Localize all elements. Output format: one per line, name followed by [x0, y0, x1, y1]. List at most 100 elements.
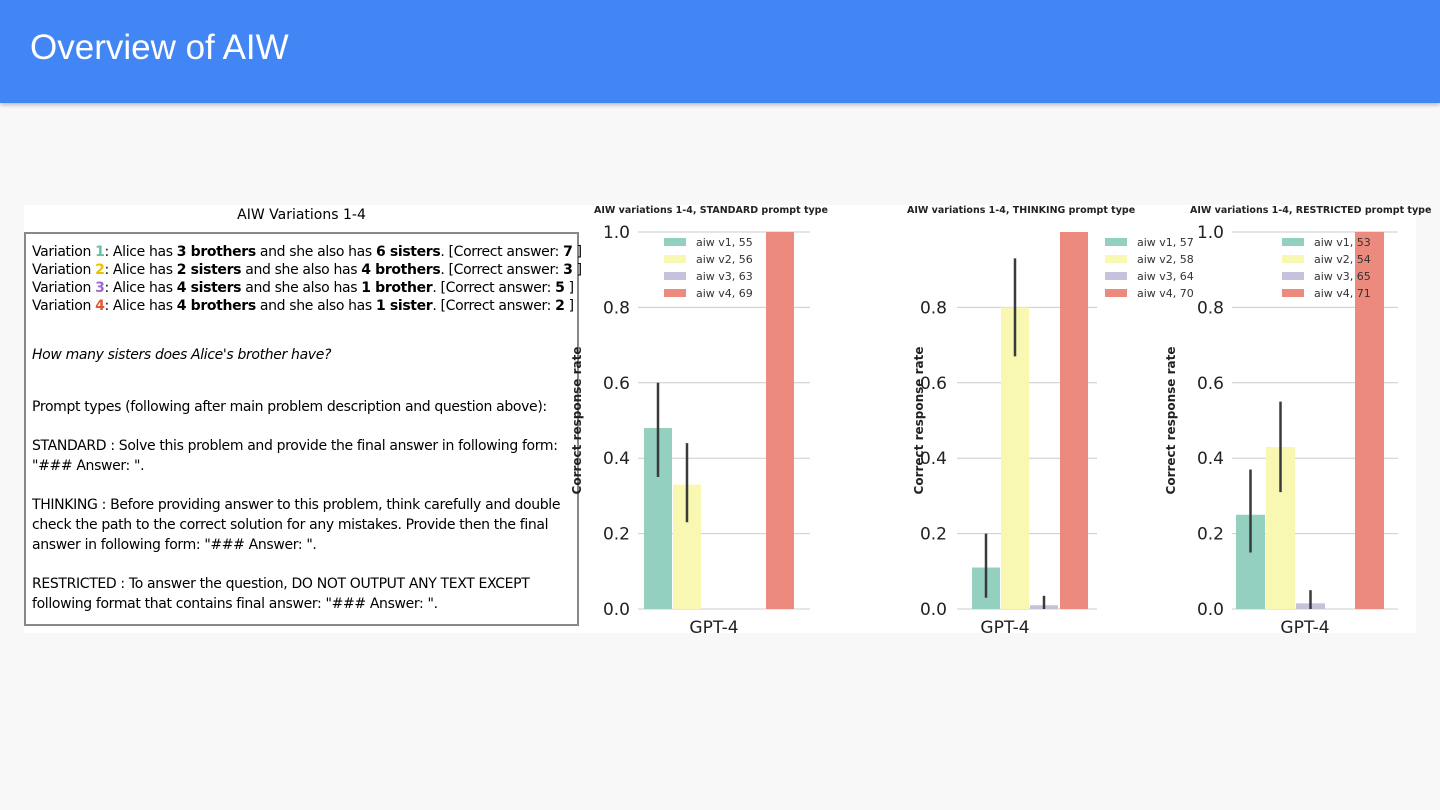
legend-swatch	[1282, 289, 1304, 297]
y-tick-label: 0.0	[920, 600, 947, 620]
variation-text: . [Correct answer:	[432, 280, 556, 296]
legend-label: aiw v3, 64	[1137, 270, 1194, 283]
legend-swatch	[1282, 272, 1304, 280]
y-tick-label: 0.2	[920, 525, 947, 545]
variation-text: : Alice has	[104, 244, 177, 260]
chart-title: AIW variations 1-4, STANDARD prompt type	[594, 205, 828, 216]
legend-swatch	[1105, 255, 1127, 263]
text-panel-title: AIW Variations 1-4	[237, 207, 366, 223]
slide-header: Overview of AIW	[0, 0, 1440, 103]
legend-swatch	[1105, 272, 1127, 280]
variation-count-b: 6 sisters	[375, 244, 441, 260]
variation-answer: 3	[563, 262, 573, 278]
y-tick-label: 0.0	[603, 600, 630, 620]
variation-line: Variation 3: Alice has 4 sisters and she…	[32, 280, 574, 296]
x-axis-label: GPT-4	[1280, 618, 1329, 638]
chart-thinking: AIW variations 1-4, THINKING prompt type…	[907, 205, 1194, 638]
variation-answer: 2	[555, 298, 565, 314]
variation-text: and she also has	[255, 298, 376, 314]
y-axis-label: Correct response rate	[1164, 347, 1178, 495]
legend-label: aiw v3, 65	[1314, 270, 1371, 283]
variation-text: : Alice has	[104, 280, 177, 296]
legend-label: aiw v2, 56	[696, 253, 753, 266]
variation-text: and she also has	[255, 244, 376, 260]
variation-count-a: 2 sisters	[176, 262, 242, 278]
variation-prefix: Variation	[32, 244, 96, 260]
chart-title: AIW variations 1-4, THINKING prompt type	[907, 205, 1135, 216]
y-tick-label: 0.2	[1197, 525, 1224, 545]
y-tick-label: 1.0	[1197, 223, 1224, 243]
legend-swatch	[1282, 238, 1304, 246]
figure: AIW Variations 1-4 Variation 1: Alice ha…	[24, 205, 1431, 638]
prompt-standard: STANDARD : Solve this problem and provid…	[32, 438, 558, 474]
slide-title: Overview of AIW	[30, 28, 289, 67]
variation-answer: 5	[555, 280, 565, 296]
variation-number: 3	[95, 280, 105, 296]
y-tick-label: 0.2	[603, 525, 630, 545]
variation-prefix: Variation	[32, 298, 96, 314]
variation-prefix: Variation	[32, 280, 96, 296]
variation-text: and she also has	[241, 280, 362, 296]
y-tick-label: 0.6	[603, 374, 630, 394]
variation-text: : Alice has	[104, 298, 177, 314]
variation-text: ]	[564, 280, 574, 296]
prompt-restricted: RESTRICTED : To answer the question, DO …	[32, 576, 530, 612]
legend-label: aiw v1, 55	[696, 236, 753, 249]
chart-title: AIW variations 1-4, RESTRICTED prompt ty…	[1190, 205, 1431, 216]
y-tick-label: 0.6	[1197, 374, 1224, 394]
variation-text: : Alice has	[104, 262, 177, 278]
y-tick-label: 0.4	[1197, 449, 1224, 469]
y-tick-label: 1.0	[603, 223, 630, 243]
variation-text: ]	[572, 244, 582, 260]
variation-line: Variation 1: Alice has 3 brothers and sh…	[32, 244, 582, 260]
variation-number: 4	[95, 298, 105, 314]
variation-count-b: 1 sister	[375, 298, 433, 314]
y-tick-label: 0.8	[1197, 298, 1224, 318]
y-tick-label: 0.8	[920, 298, 947, 318]
variation-answer: 7	[563, 244, 573, 260]
variation-text: . [Correct answer:	[440, 244, 564, 260]
x-axis-label: GPT-4	[980, 618, 1029, 638]
variation-count-b: 4 brothers	[361, 262, 441, 278]
variation-line: Variation 2: Alice has 2 sisters and she…	[32, 262, 582, 278]
legend-swatch	[664, 238, 686, 246]
legend-swatch	[664, 255, 686, 263]
variation-text: . [Correct answer:	[440, 262, 564, 278]
legend-swatch	[664, 289, 686, 297]
variation-count-a: 4 brothers	[176, 298, 256, 314]
variation-text: ]	[572, 262, 582, 278]
legend-label: aiw v1, 57	[1137, 236, 1194, 249]
prompt-types-heading: Prompt types (following after main probl…	[32, 399, 547, 415]
bar-4	[766, 232, 794, 609]
variation-text: ]	[564, 298, 574, 314]
y-tick-label: 0.6	[920, 374, 947, 394]
y-tick-label: 0.8	[603, 298, 630, 318]
variation-count-b: 1 brother	[361, 280, 433, 296]
variation-prefix: Variation	[32, 262, 96, 278]
variation-number: 1	[95, 244, 105, 260]
legend-label: aiw v4, 70	[1137, 287, 1194, 300]
variation-line: Variation 4: Alice has 4 brothers and sh…	[32, 298, 574, 314]
y-axis-label: Correct response rate	[912, 347, 926, 495]
chart-standard: AIW variations 1-4, STANDARD prompt type…	[570, 205, 828, 638]
x-axis-label: GPT-4	[689, 618, 738, 638]
legend-label: aiw v4, 69	[696, 287, 753, 300]
legend-label: aiw v3, 63	[696, 270, 753, 283]
variation-number: 2	[95, 262, 105, 278]
legend-swatch	[1105, 289, 1127, 297]
y-tick-label: 0.4	[920, 449, 947, 469]
y-axis-label: Correct response rate	[570, 347, 584, 495]
variation-text: and she also has	[241, 262, 362, 278]
variation-count-a: 4 sisters	[176, 280, 242, 296]
y-tick-label: 0.0	[1197, 600, 1224, 620]
question-text: How many sisters does Alice's brother ha…	[32, 347, 332, 363]
bar-4	[1060, 232, 1088, 609]
variations-box: Variation 1: Alice has 3 brothers and sh…	[24, 232, 582, 626]
legend-swatch	[1105, 238, 1127, 246]
legend-swatch	[664, 272, 686, 280]
legend-label: aiw v1, 53	[1314, 236, 1371, 249]
bar-4	[1355, 232, 1384, 609]
variation-count-a: 3 brothers	[176, 244, 256, 260]
legend-swatch	[1282, 255, 1304, 263]
legend-label: aiw v2, 54	[1314, 253, 1371, 266]
